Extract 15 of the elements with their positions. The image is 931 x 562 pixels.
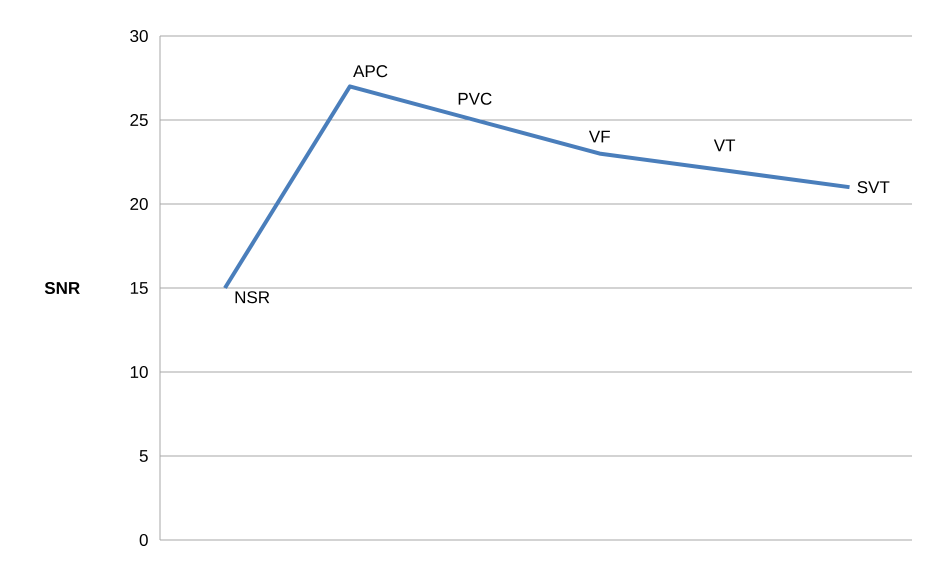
y-tick-label: 25 [130, 114, 148, 126]
y-axis-title: SNR [44, 282, 80, 294]
y-tick-label: 10 [130, 366, 148, 378]
x-tick-label: APC [353, 65, 388, 78]
y-tick-label: 15 [130, 282, 148, 294]
x-tick-label: VF [588, 130, 610, 142]
x-tick-label: PVC [458, 92, 492, 105]
x-tick-label: NSR [236, 291, 270, 304]
y-tick-label: 5 [140, 450, 148, 462]
x-tick-label: VT [714, 139, 736, 152]
y-tick-label: 20 [130, 198, 148, 210]
y-tick-label: 0 [140, 534, 148, 546]
y-tick-label: 30 [130, 30, 148, 42]
line-series [222, 84, 852, 290]
x-tick-label: SVT [858, 181, 890, 194]
